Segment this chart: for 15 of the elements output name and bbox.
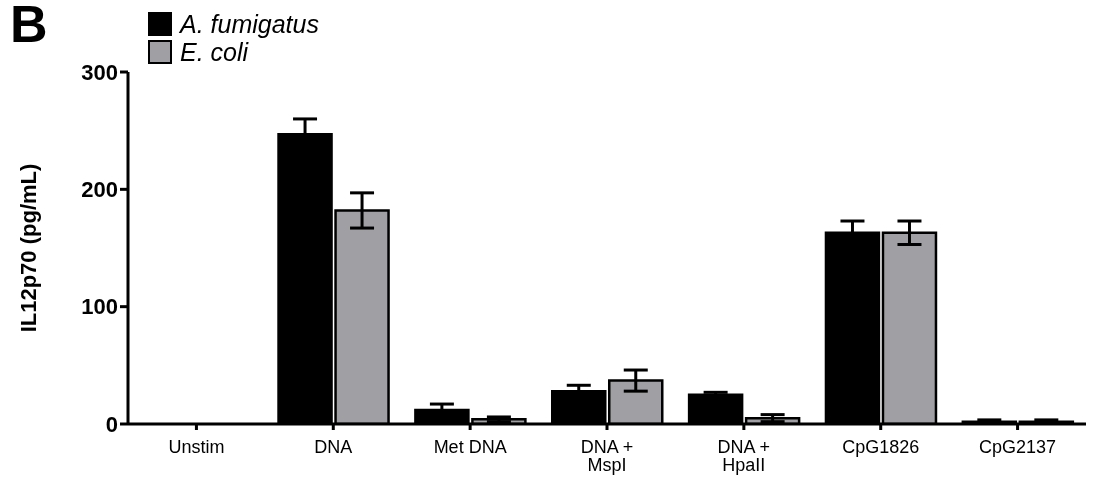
x-tick-label: CpG2137	[979, 436, 1057, 457]
x-tick-label: DNA + MspI	[580, 436, 634, 475]
legend-label: A. fumigatus	[180, 9, 319, 39]
y-tick-label: 100	[81, 294, 118, 320]
chart-title: B	[10, 0, 48, 54]
x-tick-label: DNA	[314, 436, 353, 457]
x-tick-label: Unstim	[168, 436, 225, 457]
x-tick-label: CpG1826	[842, 436, 920, 457]
legend-label: E. coli	[180, 37, 249, 67]
y-tick-label: 300	[81, 59, 118, 85]
y-axis-title: IL12p70 (pg/mL)	[15, 163, 41, 333]
x-tick-label: DNA + HpaII	[717, 436, 771, 475]
x-tick-label: Met DNA	[433, 436, 507, 457]
y-tick-label: 200	[81, 177, 118, 203]
y-tick-label: 0	[105, 411, 118, 437]
